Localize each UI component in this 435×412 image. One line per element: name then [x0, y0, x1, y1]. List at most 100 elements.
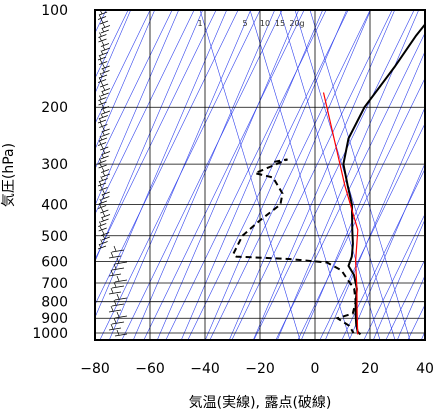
guide-line — [300, 50, 425, 340]
guide-line — [95, 10, 217, 261]
wind-barb — [100, 153, 109, 160]
wind-barb — [108, 323, 122, 331]
guide-line — [143, 10, 305, 340]
guide-line — [275, 32, 425, 340]
wind-barb — [100, 90, 109, 97]
guide-line — [204, 10, 348, 340]
wind-barb — [111, 245, 125, 253]
guide-line — [95, 10, 151, 125]
wind-barb — [100, 167, 110, 173]
wind-barb — [100, 207, 109, 214]
wind-barb — [99, 18, 109, 25]
wind-barb — [98, 135, 108, 142]
mixing-ratio-label: 5 — [242, 19, 247, 28]
mixing-ratio-line — [249, 10, 351, 340]
wind-barb — [114, 329, 128, 337]
wind-barb — [100, 144, 109, 151]
guide-line — [108, 10, 252, 340]
guide-line — [209, 10, 371, 340]
wind-barb — [98, 225, 107, 232]
y-tick-label: 800 — [41, 295, 68, 311]
y-tick-label: 300 — [41, 157, 68, 173]
wind-barb — [97, 54, 107, 61]
guide-line — [95, 10, 228, 319]
wind-barb — [111, 263, 125, 271]
guide-line — [253, 10, 415, 340]
wind-barb — [98, 221, 107, 227]
mixing-ratio-label: 1 — [197, 19, 202, 28]
guide-line — [156, 10, 300, 340]
wind-barb — [114, 275, 128, 283]
wind-barb — [101, 45, 111, 52]
wind-barb — [98, 95, 107, 101]
wind-barb — [101, 230, 110, 236]
y-tick-label: 200 — [41, 100, 68, 116]
wind-barbs — [97, 10, 128, 337]
mixing-ratio-line — [279, 10, 381, 340]
guide-line — [385, 258, 425, 340]
y-tick-label: 400 — [41, 197, 68, 213]
guide-line — [324, 106, 425, 340]
series-group — [231, 22, 425, 336]
guide-line — [425, 0, 435, 350]
guide-line — [231, 10, 393, 340]
wind-barb — [100, 81, 109, 88]
wind-barb — [101, 171, 110, 178]
x-tick-label: −40 — [190, 361, 220, 377]
y-tick-label: 700 — [41, 276, 68, 292]
plot-frame — [94, 9, 426, 341]
wind-barb — [97, 77, 107, 83]
guide-line — [407, 304, 425, 340]
guide-line — [95, 10, 129, 79]
mixing-ratio-line — [199, 10, 301, 340]
guide-line — [95, 10, 204, 263]
wind-barb — [111, 299, 125, 307]
guide-line — [252, 10, 396, 340]
wind-barb — [99, 176, 108, 182]
guide-line — [297, 77, 425, 340]
mixing-ratio-line — [309, 10, 411, 340]
wind-barb — [98, 36, 107, 43]
x-tick-label: −20 — [245, 361, 275, 377]
guide-line — [95, 10, 173, 170]
wind-barb — [100, 104, 110, 110]
wind-barb — [98, 99, 107, 106]
wind-barb — [114, 293, 128, 301]
wind-barb — [101, 194, 110, 200]
wind-barb — [100, 41, 110, 47]
wind-barb — [108, 269, 122, 277]
wind-barb — [114, 311, 128, 319]
wind-barb — [99, 113, 108, 119]
wind-barb — [99, 185, 108, 191]
guide-lines — [95, 0, 435, 350]
wind-barb — [97, 180, 107, 187]
wind-barb — [114, 257, 128, 265]
guide-line — [372, 218, 425, 340]
wind-barb — [101, 86, 111, 92]
x-tick-label: 0 — [311, 361, 320, 377]
x-tick-label: 40 — [416, 361, 434, 377]
wind-barb — [101, 234, 110, 241]
x-tick-labels: −80 −60 −40 −20 0 20 40 — [80, 361, 434, 377]
wind-barb — [99, 50, 109, 56]
y-tick-label: 900 — [41, 311, 68, 327]
wind-barb — [99, 122, 108, 128]
mixing-ratio-label: 10 — [260, 19, 270, 28]
wind-barb — [98, 72, 108, 79]
wind-barb — [101, 63, 110, 70]
y-tick-label: 600 — [41, 254, 68, 270]
wind-barb — [101, 149, 111, 155]
guide-line — [121, 10, 283, 340]
guide-line — [180, 10, 324, 340]
wind-barb — [98, 158, 107, 164]
dewpoint-line — [231, 158, 357, 334]
wind-barb — [108, 287, 122, 295]
wind-barb — [98, 203, 107, 209]
guide-line — [276, 10, 420, 340]
wind-barb — [97, 243, 107, 250]
wind-barb — [101, 108, 111, 115]
wind-barb — [97, 140, 107, 146]
wind-barb — [97, 117, 107, 124]
